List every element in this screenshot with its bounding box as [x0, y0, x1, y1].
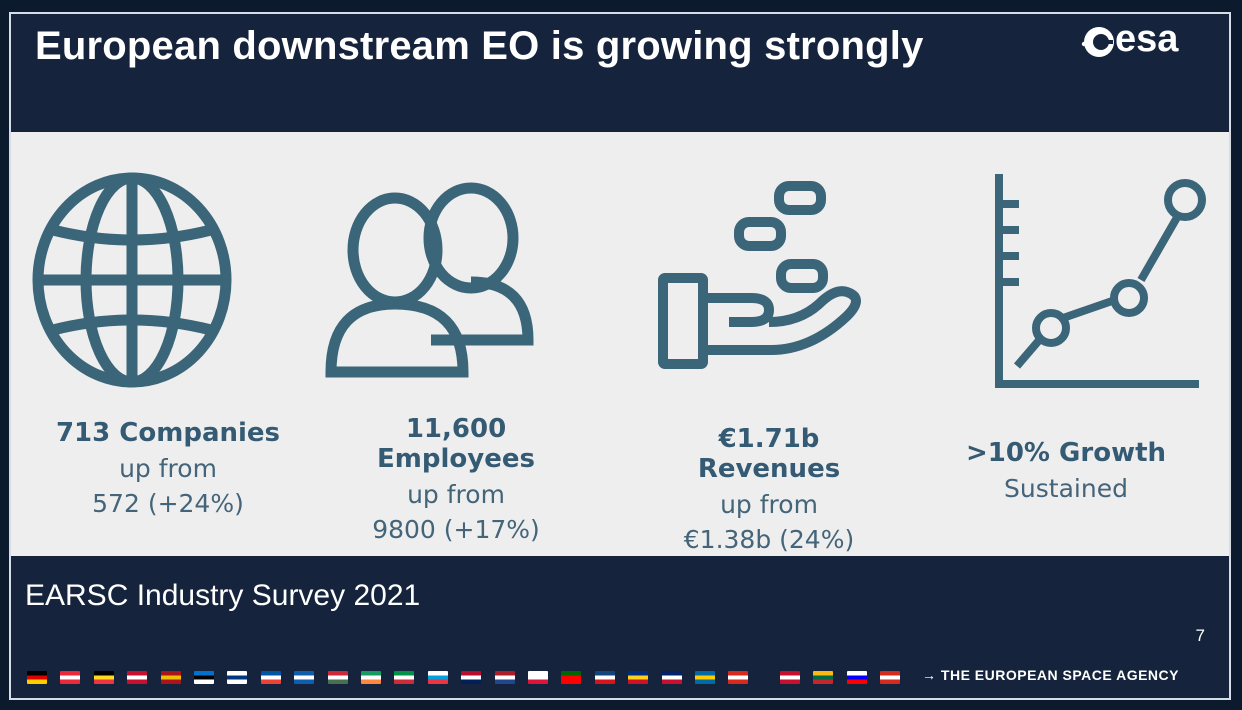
stat-companies-line2: 572 (+24%): [92, 489, 244, 518]
content-panel: 713 Companies up from 572 (+24%) 11,600 …: [11, 132, 1229, 556]
globe-icon: [32, 172, 232, 388]
agency-tagline: → THE EUROPEAN SPACE AGENCY: [922, 667, 1179, 683]
flag-icon: [93, 671, 114, 684]
flag-icon: [327, 671, 348, 684]
flag-icon: [227, 671, 248, 684]
flag-icon: [594, 671, 615, 684]
flag-icon: [561, 671, 582, 684]
stat-employees-headline: 11,600 Employees: [377, 414, 535, 474]
stat-revenues-line1: up from: [720, 490, 818, 519]
stat-employees-line2: 9800 (+17%): [372, 515, 540, 544]
stat-employees: 11,600 Employees up from 9800 (+17%): [331, 414, 581, 544]
flag-icon: [127, 671, 148, 684]
slide: European downstream EO is growing strong…: [9, 12, 1231, 700]
flag-icon: [628, 671, 649, 684]
flag-icon: [160, 671, 181, 684]
growth-chart-icon: [995, 174, 1206, 388]
esa-logo-text: esa: [1115, 18, 1179, 60]
hand-coins-icon: [658, 181, 861, 369]
flag-icon: [260, 671, 281, 684]
people-icon: [325, 182, 534, 378]
esa-logo-mark-icon: [1081, 27, 1114, 57]
flag-icon: [813, 671, 834, 684]
flag-icon: [461, 671, 482, 684]
flag-icon: [361, 671, 381, 684]
flag-icon: [394, 671, 415, 684]
flag-icon: [661, 671, 682, 684]
flag-icon: [779, 671, 800, 684]
flag-icon: [27, 671, 47, 684]
flag-icon: [880, 671, 900, 684]
stat-companies-line1: up from: [119, 454, 217, 483]
flag-icon: [528, 671, 548, 684]
stat-growth-headline: >10% Growth: [965, 438, 1167, 468]
stat-companies-headline: 713 Companies: [55, 418, 281, 448]
stat-revenues-line2: €1.38b (24%): [683, 525, 855, 554]
flag-icon: [294, 671, 315, 684]
stat-growth: >10% Growth Sustained: [961, 438, 1171, 503]
stat-revenues-headline: €1.71b Revenues: [697, 424, 841, 484]
flag-icon: [695, 671, 715, 684]
survey-source: EARSC Industry Survey 2021: [25, 579, 421, 612]
flag-icon: [494, 671, 515, 684]
esa-logo: esa: [1079, 18, 1207, 66]
flag-icon: [60, 671, 81, 684]
slide-title: European downstream EO is growing strong…: [35, 24, 924, 68]
flag-icon: [194, 671, 214, 684]
flag-icon: [427, 671, 448, 684]
stat-growth-line1: Sustained: [1004, 474, 1128, 503]
stat-revenues: €1.71b Revenues up from €1.38b (24%): [647, 424, 891, 554]
stat-companies: 713 Companies up from 572 (+24%): [55, 418, 281, 518]
flag-icon: [846, 671, 867, 684]
flag-icon: [728, 671, 749, 684]
page-number: 7: [1195, 626, 1205, 645]
stat-employees-line1: up from: [407, 480, 505, 509]
